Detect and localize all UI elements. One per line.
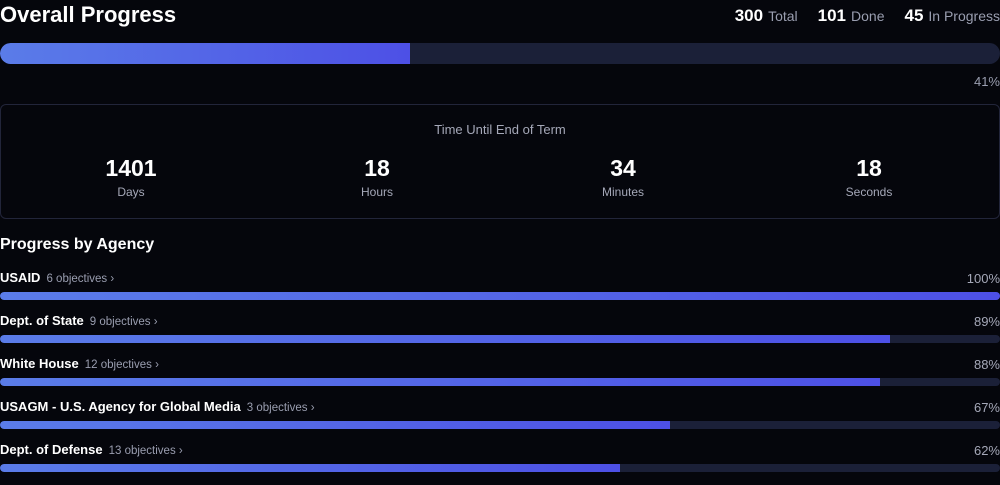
stat-label: Done [851, 8, 885, 24]
countdown-value: 34 [610, 155, 636, 181]
agency-name-text: White House [0, 356, 79, 371]
term-countdown: Time Until End of Term 1401 Days 18 Hours … [0, 104, 1000, 219]
agency-progress-bar [0, 378, 1000, 386]
agency-row[interactable]: USAID 6 objectives › 100% [0, 270, 1000, 313]
objectives-link[interactable]: 3 objectives › [247, 402, 315, 414]
agency-percent: 100% [966, 271, 1000, 286]
chevron-right-icon: › [155, 359, 159, 371]
objectives-link[interactable]: 12 objectives › [85, 359, 159, 371]
agency-progress-fill [0, 464, 620, 472]
objectives-count: 6 objectives [46, 273, 108, 285]
summary-stats: 300 Total 101 Done 45 In Progress [735, 6, 1000, 26]
agency-name[interactable]: White House 12 objectives › [0, 356, 159, 371]
objectives-count: 13 objectives [108, 445, 176, 457]
countdown-hours: 18 Hours [317, 155, 437, 199]
agency-progress-bar [0, 292, 1000, 300]
countdown-label: Time Until End of Term [434, 122, 566, 137]
agency-name[interactable]: USAGM - U.S. Agency for Global Media 3 ob… [0, 399, 315, 414]
stat-value: 101 [817, 6, 847, 25]
overall-percent: 41% [973, 74, 1000, 89]
agency-progress-fill [0, 292, 1000, 300]
agency-name[interactable]: Dept. of Defense 13 objectives › [0, 442, 183, 457]
chevron-right-icon: › [110, 273, 115, 285]
stat-label: In Progress [928, 8, 1000, 24]
agency-row[interactable]: USAGM - U.S. Agency for Global Media 3 ob… [0, 399, 1000, 442]
objectives-link[interactable]: 9 objectives › [90, 316, 158, 328]
chevron-right-icon: › [310, 402, 315, 414]
stat-in-progress: 45 In Progress [904, 6, 1000, 26]
agency-name[interactable]: Dept. of State 9 objectives › [0, 313, 158, 328]
agency-row[interactable]: White House 12 objectives › 88% [0, 356, 1000, 399]
countdown-value: 18 [856, 155, 882, 181]
agency-progress-bar [0, 335, 1000, 343]
countdown-value: 1401 [105, 155, 157, 181]
countdown-unit: Days [117, 185, 145, 199]
stat-value: 45 [904, 6, 924, 25]
agency-section-title: Progress by Agency [0, 236, 155, 253]
countdown-minutes: 34 Minutes [563, 155, 683, 199]
stat-total: 300 Total [735, 6, 798, 26]
agency-name-text: USAID [0, 270, 41, 285]
stat-label: Total [768, 8, 798, 24]
agency-percent: 89% [973, 314, 1000, 329]
agency-progress-fill [0, 378, 880, 386]
overall-progress-fill [0, 43, 410, 64]
countdown-unit: Seconds [845, 185, 893, 199]
countdown-value: 18 [364, 155, 390, 181]
objectives-link[interactable]: 6 objectives › [46, 273, 114, 285]
agency-name-text: USAGM - U.S. Agency for Global Media [0, 399, 241, 414]
agency-row[interactable]: Dept. of State 9 objectives › 89% [0, 313, 1000, 356]
agency-progress-fill [0, 335, 890, 343]
agency-progress-fill [0, 421, 670, 429]
countdown-days: 1401 Days [71, 155, 191, 199]
agency-name-text: Dept. of Defense [0, 442, 103, 457]
agency-percent: 67% [973, 400, 1000, 415]
chevron-right-icon: › [178, 445, 183, 457]
chevron-right-icon: › [153, 316, 158, 328]
agency-percent: 88% [973, 357, 1000, 372]
objectives-count: 12 objectives [84, 359, 152, 371]
agency-progress-bar [0, 464, 1000, 472]
stat-value: 300 [734, 6, 764, 25]
objectives-count: 9 objectives [89, 316, 151, 328]
agency-name[interactable]: USAID 6 objectives › [0, 270, 114, 285]
countdown-seconds: 18 Seconds [809, 155, 929, 199]
overall-progress-bar [0, 43, 1000, 64]
objectives-link[interactable]: 13 objectives › [109, 445, 183, 457]
countdown-unit: Hours [360, 185, 393, 199]
page-title: Overall Progress [0, 2, 177, 27]
agency-progress-bar [0, 421, 1000, 429]
stat-done: 101 Done [818, 6, 885, 26]
agency-percent: 62% [973, 443, 1000, 458]
objectives-count: 3 objectives [246, 402, 308, 414]
countdown-unit: Minutes [601, 185, 645, 199]
agency-name-text: Dept. of State [0, 313, 84, 328]
agency-row[interactable]: Dept. of Defense 13 objectives › 62% [0, 442, 1000, 485]
